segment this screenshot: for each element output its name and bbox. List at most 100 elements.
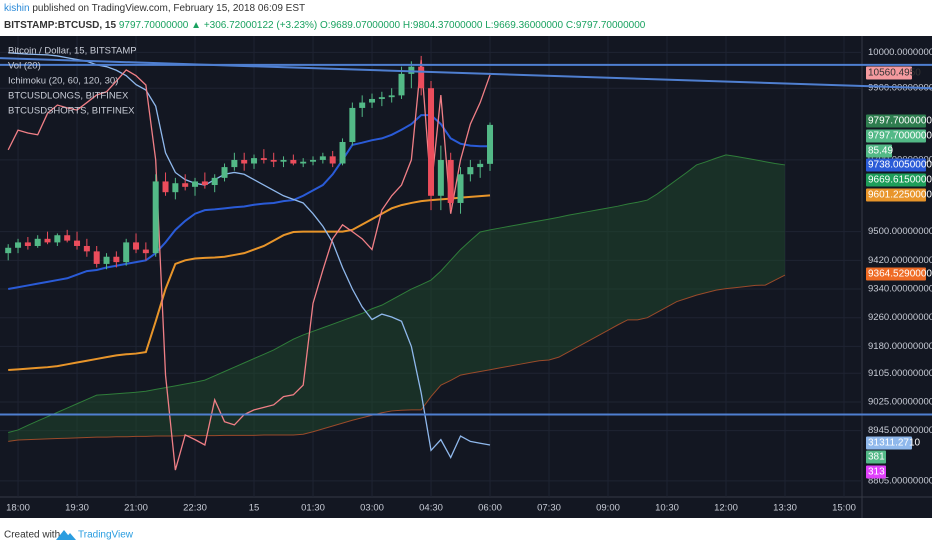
indicator-line [8,114,491,290]
candle-body [142,249,149,254]
change: ▲ +306.72000122 (+3.23%) [191,20,317,31]
candle-body [93,251,100,264]
candle-body [319,156,326,160]
price-tag-bg [866,144,892,158]
published: published on TradingView.com, February 1… [32,3,305,14]
candle-body [34,238,41,246]
candle-body [15,242,22,248]
price-tag: 9797.70000000 [868,116,932,127]
price-tag-bg [866,450,886,464]
candle-body [24,242,31,246]
legend-entry: Ichimoku (20, 60, 120, 30) [8,76,118,87]
x-tick-label: 15:00 [832,503,856,514]
indicator-line [8,194,491,372]
candle-body [221,167,228,178]
candle-body [123,242,130,263]
y-tick-label: 9025.00000000 [868,396,932,407]
candle-body [398,73,405,96]
ohlc: O:9689.07000000 [320,20,401,31]
candle-body [359,102,366,108]
price-tag-bg [866,66,912,80]
footer-brand[interactable]: TradingView [78,530,134,541]
x-tick-label: 22:30 [183,503,207,514]
price-tag-bg [866,188,926,202]
price-tag: 10560.4950 [868,68,921,79]
candle-body [290,159,297,164]
last: 9797.70000000 [119,20,189,31]
candle-body [457,174,464,203]
candle-body [152,181,159,254]
y-tick-label: 9260.00000000 [868,312,932,323]
price-tag-bg [866,158,926,172]
ohlc: H:9804.37000000 [403,20,483,31]
candle-body [241,159,248,164]
header-line: kishin published on TradingView.com, Feb… [4,3,305,14]
price-tag: 9738.00500000 [868,160,932,171]
candle-body [280,159,287,162]
price-tag: 9669.61500000 [868,175,932,186]
span-a [8,154,786,433]
price-tag: 381 [868,452,885,463]
candle-body [339,141,346,164]
candle-body [349,107,356,142]
candle-body [418,66,425,89]
candle-body [133,242,140,250]
plot-area [0,36,862,497]
x-tick-label: 18:00 [6,503,30,514]
price-tag: 9797.70000000 [868,131,932,142]
candle-body [251,158,258,164]
span-b [8,274,786,442]
y-tick-label: 8945.00000000 [868,425,932,436]
x-tick-label: 12:00 [714,503,738,514]
candle-body [54,235,61,243]
candle-body [477,163,484,168]
y-tick-label: 10000.00000000 [868,47,932,58]
candle-body [408,66,415,74]
x-tick-label: 04:30 [419,503,443,514]
y-tick-label: 9500.00000000 [868,226,932,237]
x-tick-label: 07:30 [537,503,561,514]
symbol-line: BITSTAMP:BTCUSD, 15 9797.70000000 ▲ +306… [4,20,646,31]
y-tick-label: 9420.00000000 [868,255,932,266]
x-tick-label: 13:30 [773,503,797,514]
candle-body [260,158,267,160]
indicator-line [7,59,491,471]
price-tag: 85.49 [868,146,893,157]
price-tag-bg [866,173,926,187]
price-tag: 313 [868,467,885,478]
x-tick-label: 15 [249,503,260,514]
x-tick-label: 01:30 [301,503,325,514]
y-tick-label: 9900.00000000 [868,83,932,94]
author[interactable]: kishin [4,3,30,14]
y-tick-label: 9340.00000000 [868,284,932,295]
price-tag-bg [866,129,926,143]
candle-body [182,183,189,187]
legend-entry: BTCUSDSHORTS, BITFINEX [8,106,135,117]
legend-entry: BTCUSDLONGS, BITFINEX [8,91,129,102]
price-tag: 9601.22500000 [868,190,932,201]
candle-body [103,256,110,264]
legend-entry: Vol (20) [8,61,41,72]
y-tick-label: 9180.00000000 [868,341,932,352]
candle-body [369,98,376,103]
price-tag-bg [866,436,912,450]
candle-body [162,181,169,193]
candle-body [487,124,494,164]
candle-body [201,181,208,186]
x-tick-label: 19:30 [65,503,89,514]
footer-created: Created with [4,530,60,541]
price-tag: 31311.2710 [868,438,921,449]
x-tick-label: 21:00 [124,503,148,514]
candle-body [329,156,336,164]
candle-body [300,161,307,164]
candle-body [64,235,71,241]
y-tick-label: 9105.00000000 [868,368,932,379]
candle-body [83,245,90,252]
symbol: BITSTAMP:BTCUSD, 15 [4,20,116,31]
candle-body [172,183,179,193]
candle-body [44,238,51,243]
price-tag-bg [866,465,886,479]
candle-body [467,167,474,175]
logo [56,530,76,540]
